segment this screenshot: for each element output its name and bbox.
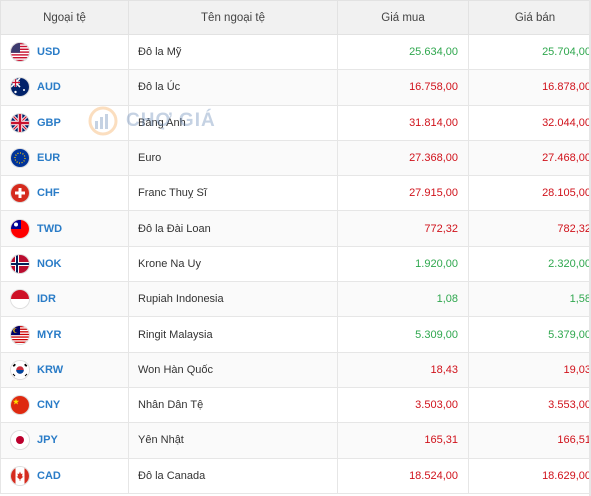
currency-name: Đô la Canada: [128, 457, 338, 494]
sell-price: 27.468,00: [468, 139, 591, 177]
jp-flag-icon: [11, 431, 29, 450]
currency-code-cell: CHF: [0, 175, 129, 212]
currency-name: Euro: [128, 139, 338, 177]
table-row[interactable]: IDR Rupiah Indonesia 1,08 1,58: [0, 281, 591, 318]
header-buy-price[interactable]: Giá mua: [337, 0, 469, 35]
sell-price: 166,51: [468, 422, 591, 459]
sell-price: 782,32: [468, 210, 591, 247]
currency-code[interactable]: KRW: [37, 363, 64, 376]
currency-name: Krone Na Uy: [128, 245, 338, 283]
sell-price: 1,58: [468, 281, 591, 318]
currency-name: Đô la Đài Loan: [128, 210, 338, 247]
buy-price: 27.915,00: [337, 175, 469, 212]
currency-name: Ringit Malaysia: [128, 316, 338, 353]
currency-code-cell: TWD: [0, 210, 129, 247]
ch-flag-icon: [11, 184, 29, 203]
currency-name: Franc Thuỵ Sĩ: [128, 175, 338, 212]
buy-price: 1,08: [337, 281, 469, 318]
buy-price: 18,43: [337, 351, 469, 388]
table-header-row: Ngoại tệ Tên ngoại tệ Giá mua Giá bán: [0, 0, 591, 35]
currency-name: Bảng Anh: [128, 104, 338, 141]
scrollbar-track[interactable]: [589, 0, 591, 496]
sell-price: 28.105,00: [468, 175, 591, 212]
currency-name: Đô la Mỹ: [128, 33, 338, 71]
buy-price: 27.368,00: [337, 139, 469, 177]
currency-name: Yên Nhật: [128, 422, 338, 459]
sell-price: 32.044,00: [468, 104, 591, 141]
buy-price: 18.524,00: [337, 457, 469, 494]
currency-code-cell: EUR: [0, 139, 129, 177]
table-row[interactable]: GBP Bảng Anh 31.814,00 32.044,00: [0, 104, 591, 141]
table-row[interactable]: EUR Euro 27.368,00 27.468,00: [0, 139, 591, 177]
table-row[interactable]: TWD Đô la Đài Loan 772,32 782,32: [0, 210, 591, 247]
currency-code[interactable]: IDR: [37, 293, 56, 306]
sell-price: 19,03: [468, 351, 591, 388]
currency-code[interactable]: EUR: [37, 152, 61, 165]
currency-code-cell: USD: [0, 33, 129, 71]
currency-code[interactable]: USD: [37, 46, 61, 59]
au-flag-icon: [11, 78, 29, 97]
sell-price: 16.878,00: [468, 69, 591, 106]
table-row[interactable]: MYR Ringit Malaysia 5.309,00 5.379,00: [0, 316, 591, 353]
currency-code[interactable]: JPY: [37, 434, 58, 447]
currency-code-cell: CAD: [0, 457, 129, 494]
kr-flag-icon: [11, 360, 29, 379]
buy-price: 5.309,00: [337, 316, 469, 353]
table-row[interactable]: CAD Đô la Canada 18.524,00 18.629,00: [0, 457, 591, 494]
currency-code[interactable]: CNY: [37, 399, 61, 412]
currency-code[interactable]: CAD: [37, 469, 61, 482]
table-row[interactable]: CHF Franc Thuỵ Sĩ 27.915,00 28.105,00: [0, 175, 591, 212]
buy-price: 165,31: [337, 422, 469, 459]
currency-code-cell: MYR: [0, 316, 129, 353]
us-flag-icon: [11, 43, 29, 62]
id-flag-icon: [11, 290, 29, 309]
header-currency-code[interactable]: Ngoại tệ: [0, 0, 129, 35]
my-flag-icon: [11, 325, 29, 344]
sell-price: 25.704,00: [468, 33, 591, 71]
sell-price: 3.553,00: [468, 386, 591, 424]
sell-price: 18.629,00: [468, 457, 591, 494]
currency-code-cell: GBP: [0, 104, 129, 141]
currency-name: Won Hàn Quốc: [128, 351, 338, 388]
table-row[interactable]: NOK Krone Na Uy 1.920,00 2.320,00: [0, 245, 591, 283]
buy-price: 16.758,00: [337, 69, 469, 106]
header-sell-price[interactable]: Giá bán: [468, 0, 591, 35]
sell-price: 2.320,00: [468, 245, 591, 283]
currency-code-cell: CNY: [0, 386, 129, 424]
no-flag-icon: [11, 254, 29, 273]
buy-price: 31.814,00: [337, 104, 469, 141]
table-row[interactable]: KRW Won Hàn Quốc 18,43 19,03: [0, 351, 591, 388]
currency-name: Đô la Úc: [128, 69, 338, 106]
currency-code-cell: KRW: [0, 351, 129, 388]
header-currency-name[interactable]: Tên ngoại tệ: [128, 0, 338, 35]
currency-code[interactable]: NOK: [37, 257, 62, 270]
currency-code-cell: JPY: [0, 422, 129, 459]
currency-code-cell: IDR: [0, 281, 129, 318]
eu-flag-icon: [11, 149, 29, 168]
buy-price: 3.503,00: [337, 386, 469, 424]
table-row[interactable]: JPY Yên Nhật 165,31 166,51: [0, 422, 591, 459]
cn-flag-icon: [11, 396, 29, 415]
currency-code[interactable]: GBP: [37, 116, 61, 129]
gb-flag-icon: [11, 113, 29, 132]
currency-code-cell: NOK: [0, 245, 129, 283]
currency-code[interactable]: MYR: [37, 328, 62, 341]
table-row[interactable]: USD Đô la Mỹ 25.634,00 25.704,00: [0, 33, 591, 71]
currency-name: Nhân Dân Tệ: [128, 386, 338, 424]
buy-price: 1.920,00: [337, 245, 469, 283]
ca-flag-icon: [11, 466, 29, 485]
buy-price: 772,32: [337, 210, 469, 247]
currency-code-cell: AUD: [0, 69, 129, 106]
sell-price: 5.379,00: [468, 316, 591, 353]
currency-code[interactable]: CHF: [37, 187, 60, 200]
currency-code[interactable]: TWD: [37, 222, 63, 235]
currency-code[interactable]: AUD: [37, 81, 61, 94]
table-row[interactable]: AUD Đô la Úc 16.758,00 16.878,00: [0, 69, 591, 106]
currency-name: Rupiah Indonesia: [128, 281, 338, 318]
tw-flag-icon: [11, 219, 29, 238]
table-row[interactable]: CNY Nhân Dân Tệ 3.503,00 3.553,00: [0, 386, 591, 424]
buy-price: 25.634,00: [337, 33, 469, 71]
